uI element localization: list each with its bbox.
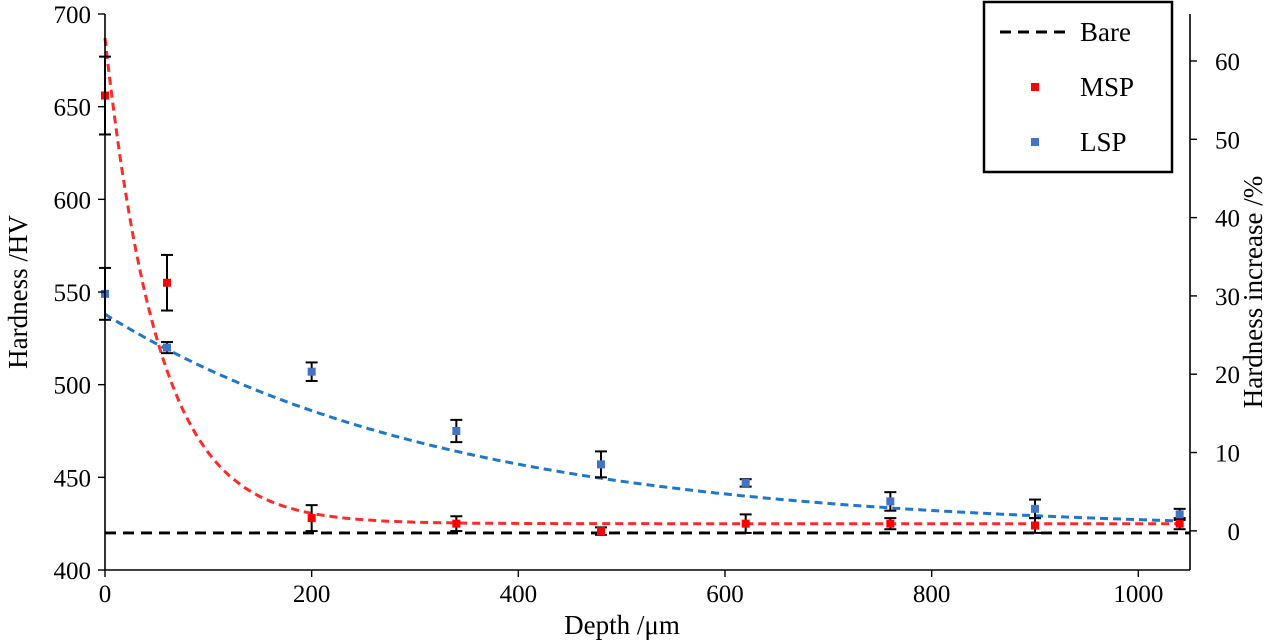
x-tick-label: 200: [293, 581, 331, 608]
legend-label-lsp: LSP: [1080, 127, 1127, 157]
point-msp: [307, 514, 316, 523]
legend-box: [982, 0, 1174, 174]
point-lsp: [307, 367, 316, 376]
x-tick-label: 600: [706, 581, 744, 608]
point-msp: [163, 278, 171, 287]
x-tick-label: 0: [99, 581, 112, 608]
point-lsp: [597, 460, 605, 469]
fit-curves: [103, 37, 1180, 526]
point-lsp: [1175, 510, 1184, 519]
point-msp: [597, 527, 605, 536]
y2-tick-label: 40: [1215, 206, 1240, 233]
y2-tick-label: 60: [1215, 49, 1240, 76]
point-lsp: [1031, 504, 1039, 513]
y2-tick-label: 50: [1215, 127, 1240, 154]
legend-swatch-msp: [1031, 83, 1039, 91]
y2-axis-title: Hardness increase /%: [1238, 176, 1268, 408]
y-tick-label: 650: [54, 95, 92, 122]
tick-labels: 0 200 400 600 800 1000 400 450 500 550 600 650 700 0 1…: [54, 2, 1241, 608]
y2-tick-label: 10: [1215, 441, 1240, 468]
point-msp: [452, 519, 461, 528]
legend-label-msp: MSP: [1080, 72, 1134, 102]
point-lsp: [886, 497, 895, 506]
y-tick-label: 500: [54, 373, 92, 400]
point-msp: [1175, 519, 1184, 528]
point-lsp: [741, 478, 750, 487]
fit-curve-msp: [103, 37, 1180, 526]
x-axis-title: Depth /μm: [564, 610, 680, 640]
x-tick-label: 800: [913, 581, 951, 608]
legend-swatch-lsp: [1031, 138, 1039, 146]
y2-tick-label: 20: [1215, 362, 1240, 389]
point-lsp: [452, 427, 461, 435]
point-msp: [1031, 521, 1039, 530]
fit-curve-lsp: [104, 312, 1180, 523]
y2-tick-label: 30: [1215, 284, 1240, 311]
y-axis-title: Hardness /HV: [3, 215, 33, 369]
y-tick-label: 600: [54, 187, 92, 214]
legend-label-bare: Bare: [1080, 17, 1131, 47]
x-tick-label: 1000: [1113, 581, 1163, 608]
point-msp: [886, 519, 895, 528]
y2-tick-label: 0: [1228, 519, 1241, 546]
y-tick-label: 550: [54, 280, 92, 307]
y-tick-label: 450: [54, 465, 92, 492]
legend: Bare MSP LSP: [982, 0, 1174, 174]
point-msp: [741, 519, 750, 528]
point-lsp: [163, 343, 171, 352]
x-tick-label: 400: [500, 581, 538, 608]
y-tick-label: 400: [54, 558, 92, 585]
y-tick-label: 700: [54, 2, 92, 29]
